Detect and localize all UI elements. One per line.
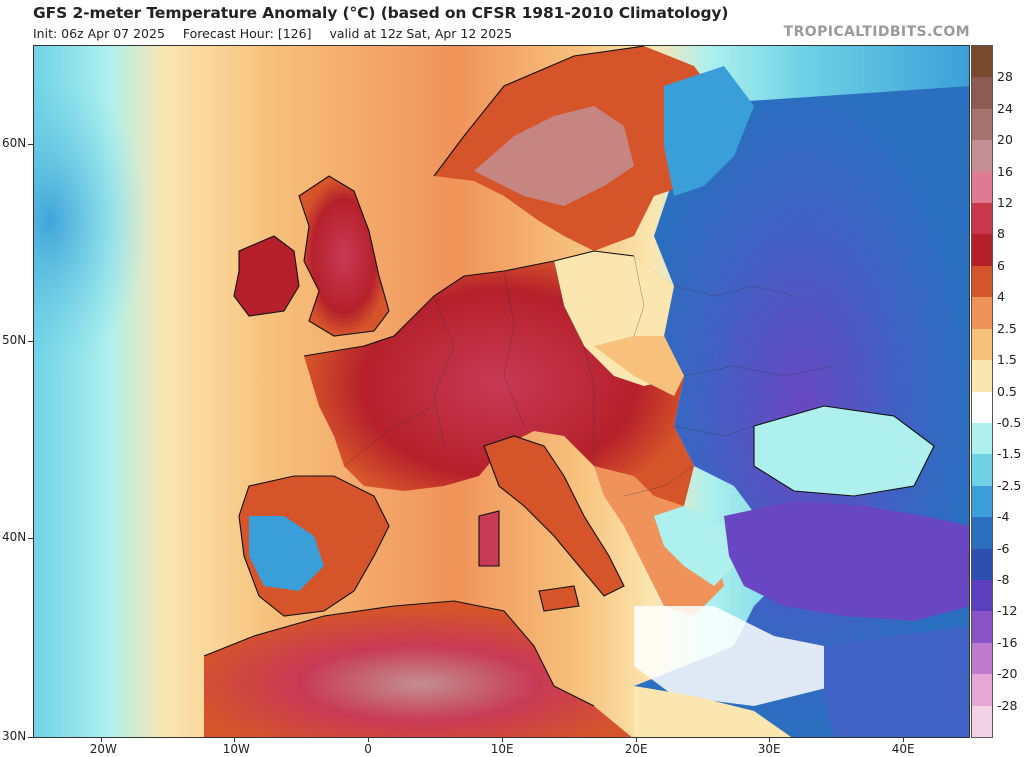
colorbar-label: -28 <box>997 697 1018 713</box>
lon-tick <box>101 738 102 742</box>
great-britain-land <box>299 176 389 336</box>
ireland-land <box>234 236 299 316</box>
colorbar-swatch <box>972 611 992 644</box>
colorbar-swatch <box>972 77 992 110</box>
colorbar-label: 1.5 <box>997 352 1017 368</box>
map-header: GFS 2-meter Temperature Anomaly (°C) (ba… <box>0 0 1024 45</box>
colorbar-label: 16 <box>997 163 1013 179</box>
italy-land <box>484 436 624 596</box>
colorbar-label: -8 <box>997 571 1010 587</box>
colorbar-swatch <box>972 422 992 455</box>
colorbar-swatch <box>972 234 992 267</box>
lon-label-20w: 20W <box>89 742 117 756</box>
colorbar-label: -12 <box>997 603 1018 619</box>
lon-tick <box>636 738 637 742</box>
lat-label-50n: 50N <box>2 333 27 347</box>
lat-label-30n: 30N <box>2 729 27 743</box>
map-title: GFS 2-meter Temperature Anomaly (°C) (ba… <box>33 4 729 22</box>
colorbar-swatch <box>972 642 992 675</box>
lon-label-10e: 10E <box>490 742 514 756</box>
colorbar-label: 12 <box>997 195 1013 211</box>
colorbar-swatch <box>972 328 992 361</box>
anomaly-colorbar <box>971 45 993 738</box>
colorbar-label: 24 <box>997 100 1013 116</box>
valid-time: valid at 12z Sat, Apr 12 2025 <box>329 26 513 41</box>
lon-label-30e: 30E <box>757 742 781 756</box>
lat-tick <box>28 144 33 145</box>
colorbar-swatch <box>972 485 992 518</box>
colorbar-swatch <box>972 454 992 487</box>
black-sea <box>754 406 934 496</box>
lon-label-40e: 40E <box>891 742 915 756</box>
lon-label-10w: 10W <box>222 742 250 756</box>
lon-label-20e: 20E <box>624 742 648 756</box>
lon-tick <box>903 738 904 742</box>
finland-cool <box>664 66 754 196</box>
colorbar-swatch <box>972 360 992 392</box>
colorbar-label: -16 <box>997 634 1018 650</box>
lat-label-40n: 40N <box>2 530 27 544</box>
colorbar-swatch <box>972 517 992 550</box>
lon-tick <box>234 738 235 742</box>
forecast-hour: Forecast Hour: [126] <box>182 26 312 41</box>
colorbar-label: 8 <box>997 226 1005 242</box>
colorbar-swatch <box>972 46 992 78</box>
lat-tick <box>28 341 33 342</box>
colorbar-label: 6 <box>997 257 1005 273</box>
colorbar-swatch <box>972 108 992 141</box>
map-subtitle: Init: 06z Apr 07 2025 Forecast Hour: [12… <box>33 26 526 41</box>
colorbar-label: 0.5 <box>997 383 1017 399</box>
colorbar-swatch <box>972 705 992 738</box>
colorbar-swatch <box>972 203 992 235</box>
libya-egypt-neutral <box>634 686 792 737</box>
colorbar-label: -0.5 <box>997 414 1022 430</box>
colorbar-label: -20 <box>997 666 1018 682</box>
init-time: Init: 06z Apr 07 2025 <box>33 26 165 41</box>
lat-tick <box>28 737 33 738</box>
coastlines <box>203 46 935 707</box>
sardinia-corsica-land <box>479 511 499 566</box>
lat-label-60n: 60N <box>2 136 27 150</box>
colorbar-swatch <box>972 265 992 298</box>
map-canvas <box>34 46 969 737</box>
balkans-cool-patch <box>654 506 734 586</box>
country-borders <box>343 255 835 497</box>
colorbar-label: -2.5 <box>997 477 1022 493</box>
balkans-land <box>594 466 724 616</box>
eastern-mediterranean <box>634 606 834 706</box>
iberia-cool-interior <box>249 516 324 591</box>
lon-tick <box>769 738 770 742</box>
brand-watermark: TROPICALTIDBITS.COM <box>783 24 970 40</box>
colorbar-swatch <box>972 548 992 581</box>
lat-tick <box>28 538 33 539</box>
carpathian-warm <box>594 336 684 396</box>
colorbar-swatch <box>972 171 992 204</box>
middle-east-cold <box>824 626 969 737</box>
colorbar-label: -4 <box>997 509 1010 525</box>
colorbar-swatch <box>972 140 992 173</box>
lon-tick <box>502 738 503 742</box>
colorbar-label: -6 <box>997 540 1010 556</box>
lon-label-0: 0 <box>364 742 372 756</box>
colorbar-swatch <box>972 391 992 424</box>
colorbar-label: -1.5 <box>997 446 1022 462</box>
anomaly-map <box>33 45 970 738</box>
atlantic-cool-zone <box>34 46 354 546</box>
colorbar-swatch <box>972 297 992 330</box>
colorbar-swatch <box>972 674 992 707</box>
colorbar-label: 20 <box>997 132 1013 148</box>
colorbar-label: 2.5 <box>997 320 1017 336</box>
scandinavia-hot-core <box>474 106 634 206</box>
north-africa-hot-region <box>204 601 632 737</box>
colorbar-swatch <box>972 579 992 612</box>
colorbar-label: 4 <box>997 289 1005 305</box>
lon-tick <box>368 738 369 742</box>
sicily-land <box>539 586 579 611</box>
turkey-very-cold <box>724 501 969 621</box>
colorbar-label: 28 <box>997 69 1013 85</box>
